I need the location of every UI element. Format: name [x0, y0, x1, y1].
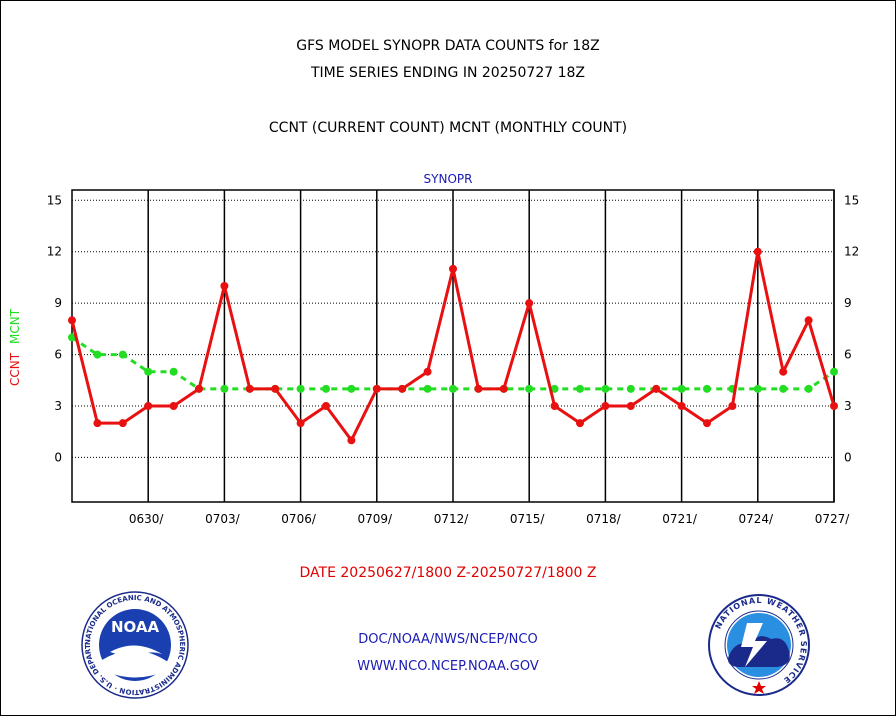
data-point-ccnt	[550, 402, 559, 410]
data-point-mcnt	[677, 384, 686, 393]
x-tick-label: 0727/	[815, 512, 851, 526]
series-ccnt	[68, 247, 838, 445]
data-point-ccnt	[169, 402, 178, 410]
data-point-mcnt	[423, 384, 432, 393]
nws-logo: NATIONAL WEATHER SERVICE	[708, 594, 810, 696]
x-tick-label: 0709/	[358, 512, 394, 526]
data-point-mcnt	[68, 333, 76, 342]
y-tick-label-right: 15	[844, 193, 859, 207]
data-point-ccnt	[474, 384, 483, 393]
data-point-ccnt	[499, 384, 508, 393]
data-point-ccnt	[423, 367, 432, 376]
y-tick-label-left: 9	[54, 296, 62, 310]
x-tick-label: 0706/	[281, 512, 317, 526]
noaa-logo-text: NOAA	[111, 618, 160, 636]
data-point-mcnt	[220, 384, 229, 393]
data-point-mcnt	[576, 384, 584, 393]
date-range: DATE 20250627/1800 Z-20250727/1800 Z	[299, 565, 597, 581]
data-point-mcnt	[626, 384, 635, 393]
data-point-ccnt	[296, 419, 305, 428]
data-point-ccnt	[398, 384, 407, 393]
data-point-mcnt	[322, 384, 330, 393]
y-tick-label-right: 12	[844, 245, 859, 259]
data-point-mcnt	[93, 350, 102, 359]
data-point-mcnt	[779, 384, 788, 393]
data-point-mcnt	[830, 367, 838, 376]
data-point-mcnt	[296, 384, 305, 393]
chart-svg: 15 12 9 6 3 0 15 12 9 6 3 0 0630/0703/0706/0709/07…	[47, 189, 859, 526]
data-point-ccnt	[576, 419, 584, 428]
data-point-ccnt	[626, 402, 635, 410]
data-point-ccnt	[652, 384, 661, 393]
x-tick-labels: 0630/0703/0706/0709/0712/0715/0718/0721/…	[129, 512, 850, 526]
data-point-ccnt	[271, 384, 280, 393]
data-point-ccnt	[449, 264, 457, 273]
x-tick-label: 0721/	[662, 512, 698, 526]
data-point-mcnt	[347, 384, 356, 393]
data-point-ccnt	[195, 384, 203, 393]
data-point-mcnt	[804, 384, 813, 393]
data-point-mcnt	[601, 384, 610, 393]
chart-title-line1: GFS MODEL SYNOPR DATA COUNTS for 18Z	[296, 38, 600, 54]
chart-subtitle: CCNT (CURRENT COUNT) MCNT (MONTHLY COUNT…	[268, 120, 628, 136]
x-tick-label: 0703/	[205, 512, 241, 526]
y-tick-label-left: 12	[47, 245, 62, 259]
data-point-ccnt	[677, 402, 686, 410]
data-point-mcnt	[753, 384, 762, 393]
x-tick-label: 0715/	[510, 512, 546, 526]
data-point-ccnt	[804, 316, 813, 325]
data-point-mcnt	[525, 384, 534, 393]
noaa-logo: NATIONAL OCEANIC AND ATMOSPHERIC ADMINIS…	[80, 590, 189, 699]
website-url: WWW.NCO.NCEP.NOAA.GOV	[357, 659, 539, 674]
data-point-mcnt	[144, 367, 153, 376]
data-point-ccnt	[601, 402, 610, 410]
data-point-ccnt	[779, 367, 788, 376]
data-point-mcnt	[449, 384, 457, 393]
y-tick-label-left: 0	[54, 450, 62, 464]
data-point-mcnt	[703, 384, 711, 393]
y-tick-label-left: 6	[54, 348, 62, 362]
data-point-ccnt	[525, 299, 534, 308]
data-point-ccnt	[68, 316, 76, 325]
x-tick-label: 0718/	[586, 512, 622, 526]
y-tick-labels-left: 15 12 9 6 3 0	[47, 193, 62, 464]
data-point-ccnt	[703, 419, 711, 428]
y-tick-label-right: 3	[844, 399, 852, 413]
data-point-ccnt	[347, 436, 356, 445]
x-tick-label: 0724/	[739, 512, 775, 526]
x-tick-label: 0712/	[434, 512, 470, 526]
data-point-ccnt	[830, 402, 838, 410]
org-path: DOC/NOAA/NWS/NCEP/NCO	[358, 632, 538, 647]
data-point-mcnt	[118, 350, 127, 359]
y-tick-label-right: 9	[844, 296, 852, 310]
y-tick-label-right: 0	[844, 450, 852, 464]
data-point-ccnt	[93, 419, 102, 428]
data-point-ccnt	[118, 419, 127, 428]
y-tick-labels-right: 15 12 9 6 3 0	[844, 193, 859, 464]
data-point-ccnt	[144, 402, 153, 410]
data-point-ccnt	[728, 402, 737, 410]
data-point-ccnt	[322, 402, 330, 410]
data-point-mcnt	[169, 367, 178, 376]
series-label-synopr: SYNOPR	[423, 172, 473, 186]
data-point-mcnt	[550, 384, 559, 393]
data-point-ccnt	[245, 384, 254, 393]
data-point-ccnt	[372, 384, 381, 393]
y-tick-label-left: 3	[54, 399, 62, 413]
data-point-ccnt	[753, 247, 762, 256]
data-point-ccnt	[220, 282, 229, 290]
x-tick-label: 0630/	[129, 512, 165, 526]
vertical-gridlines	[147, 190, 835, 502]
y-tick-label-left: 15	[47, 193, 62, 207]
chart-title-line2: TIME SERIES ENDING IN 20250727 18Z	[311, 65, 585, 81]
y-tick-label-right: 6	[844, 348, 852, 362]
